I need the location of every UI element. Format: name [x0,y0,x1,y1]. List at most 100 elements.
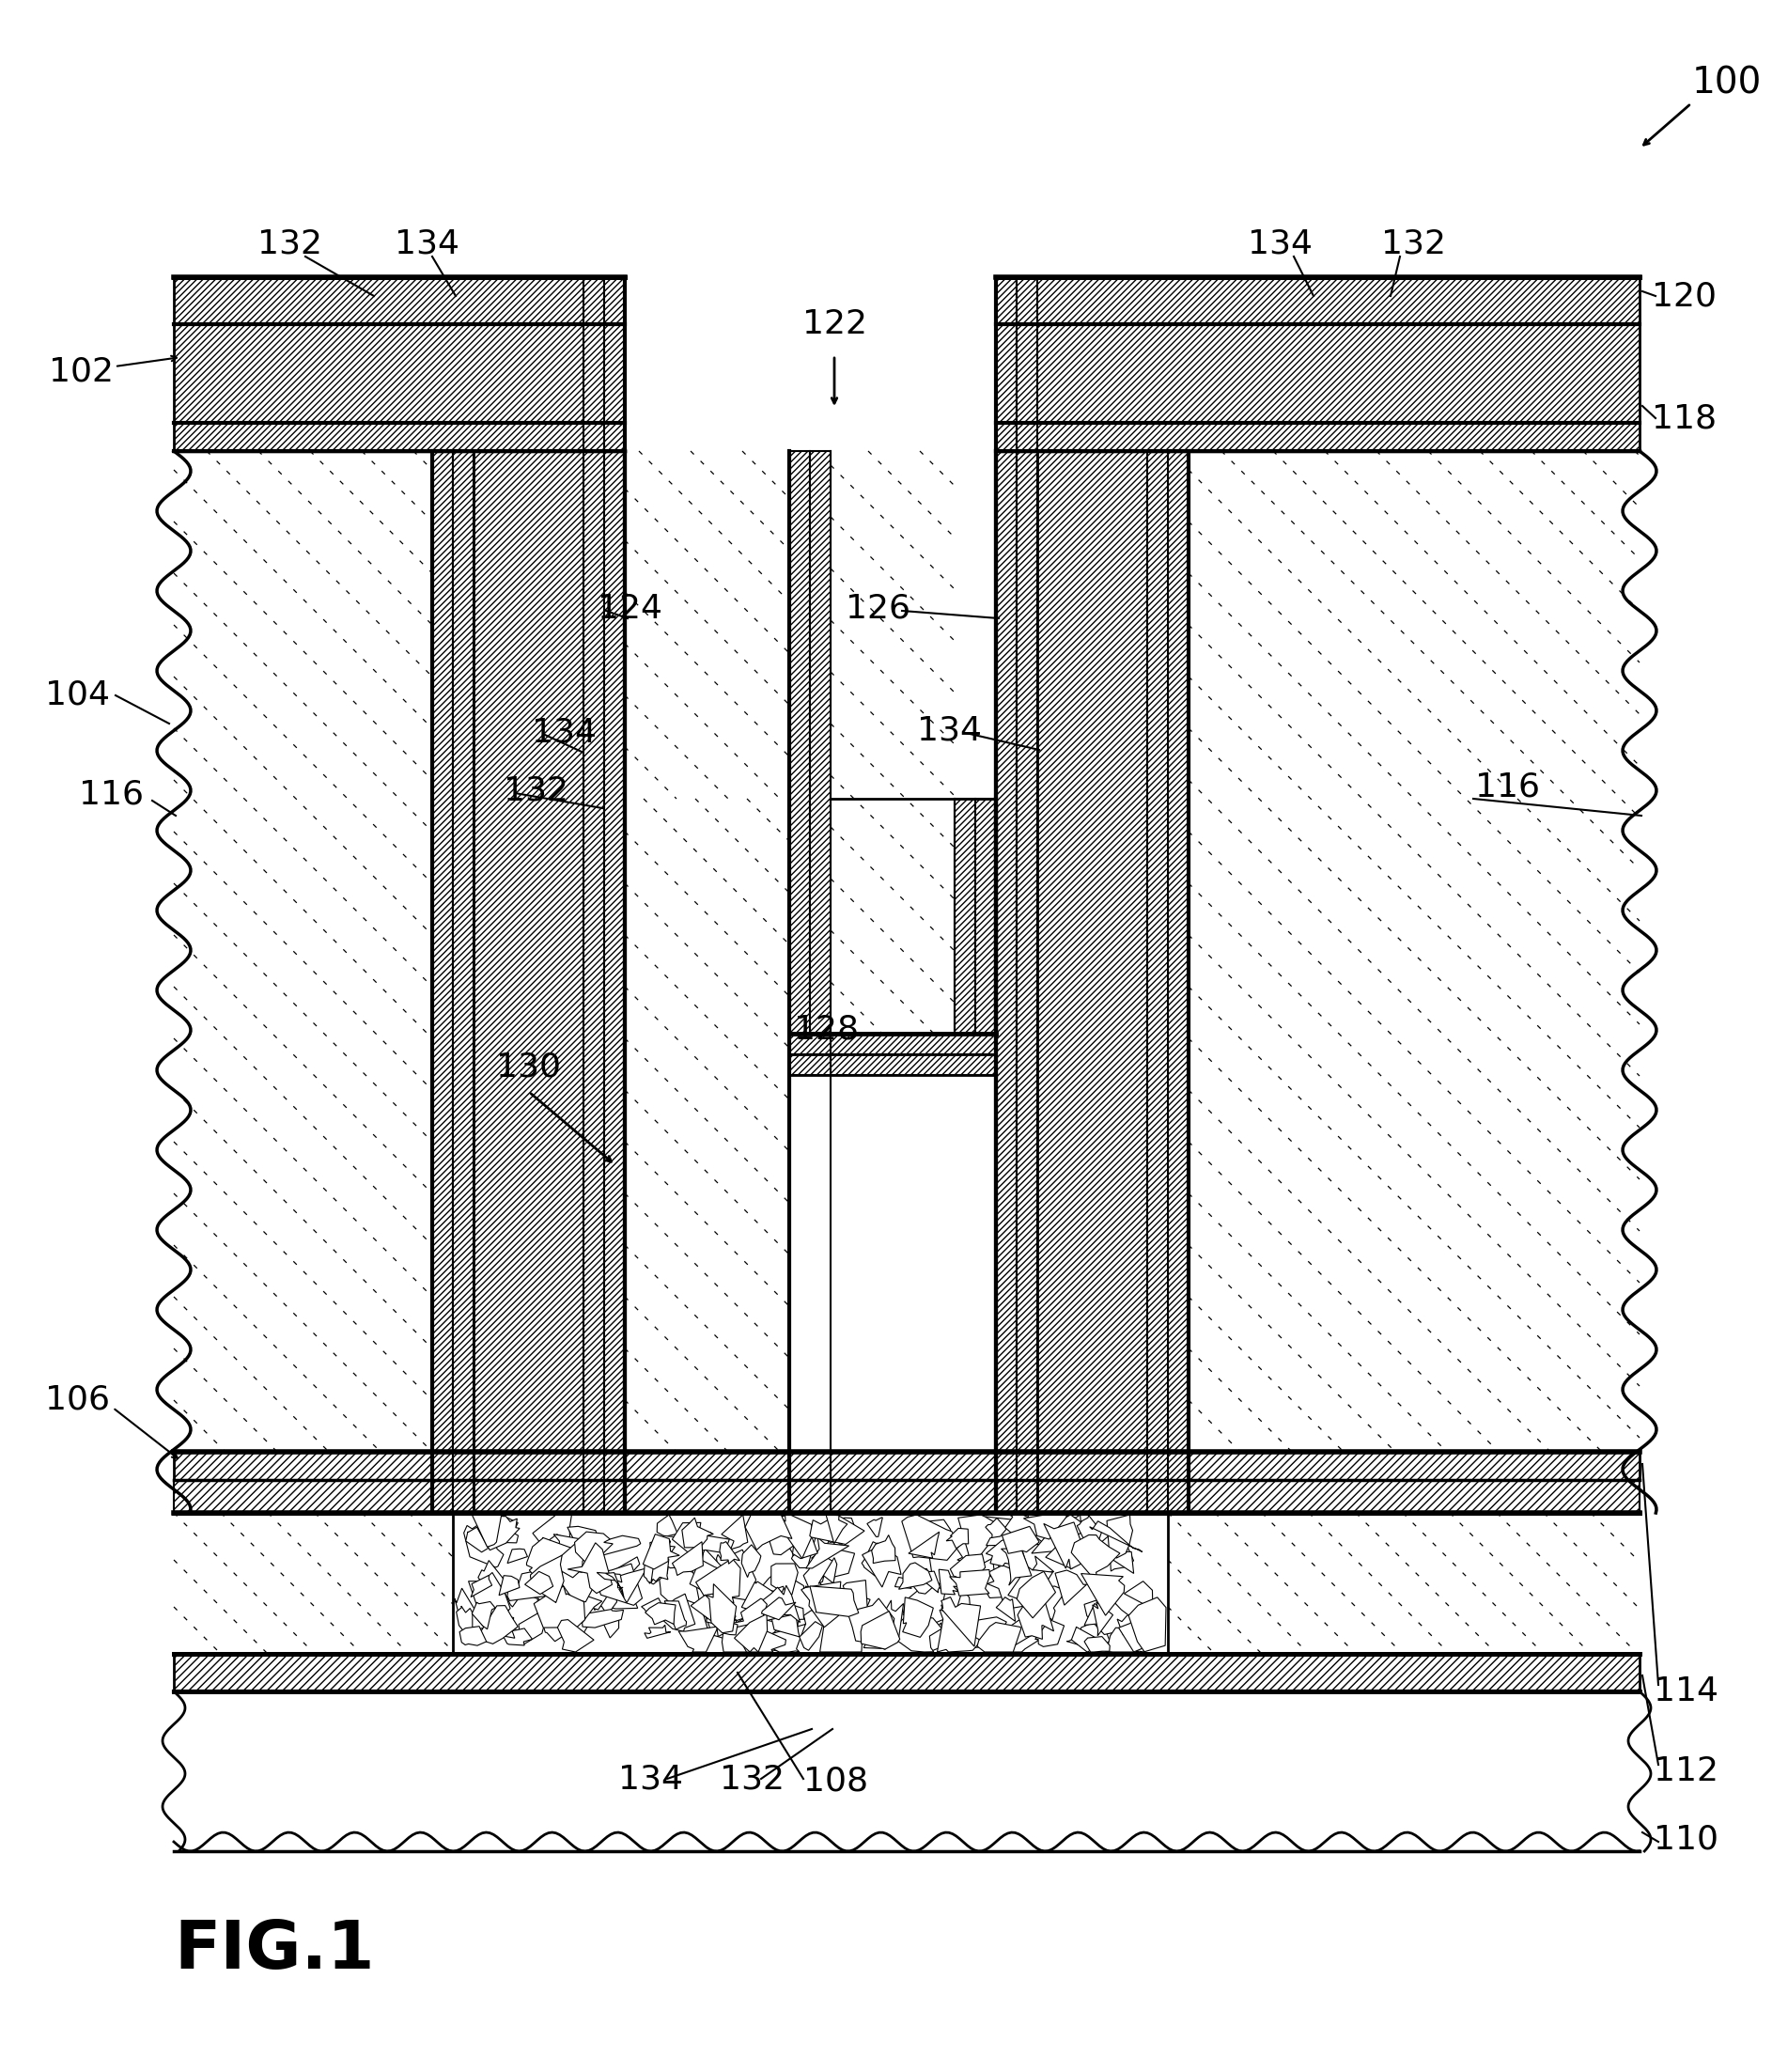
Polygon shape [774,1573,817,1627]
Polygon shape [488,1515,519,1544]
Polygon shape [656,1515,678,1537]
Polygon shape [645,1604,676,1624]
Text: 110: 110 [1654,1823,1718,1857]
Bar [996,278,1640,323]
Bar [831,1075,955,1513]
Polygon shape [998,1620,1037,1651]
Bar [173,1691,1640,1850]
Polygon shape [542,1608,581,1641]
Bar [452,1513,1168,1653]
Bar [173,278,624,323]
Polygon shape [595,1564,642,1606]
Polygon shape [1067,1622,1110,1651]
Polygon shape [771,1564,797,1595]
Polygon shape [456,1606,472,1639]
Polygon shape [468,1573,510,1633]
Polygon shape [560,1566,597,1602]
Polygon shape [554,1533,586,1571]
Polygon shape [1017,1571,1055,1618]
Text: 118: 118 [1652,402,1716,435]
Polygon shape [477,1606,519,1643]
Bar [1017,278,1037,1513]
Polygon shape [747,1595,796,1641]
Polygon shape [1055,1571,1087,1606]
Polygon shape [554,1544,588,1577]
Bar [173,423,624,452]
Polygon shape [561,1591,603,1622]
Text: 132: 132 [502,775,569,808]
Text: 100: 100 [1691,64,1761,102]
Polygon shape [910,1519,955,1550]
Polygon shape [978,1622,1021,1651]
Polygon shape [737,1616,780,1651]
Polygon shape [810,1515,864,1544]
Polygon shape [985,1533,1026,1566]
Polygon shape [760,1573,789,1593]
Polygon shape [1125,1581,1153,1606]
Polygon shape [1107,1629,1144,1651]
Polygon shape [799,1587,828,1616]
Polygon shape [1101,1527,1118,1554]
Polygon shape [560,1618,592,1651]
Polygon shape [1071,1535,1119,1585]
Polygon shape [1044,1523,1087,1569]
Bar [789,452,810,1034]
Text: 108: 108 [805,1765,869,1796]
Polygon shape [801,1581,840,1627]
Polygon shape [535,1587,585,1629]
Polygon shape [581,1610,624,1629]
Polygon shape [601,1535,640,1556]
Polygon shape [1005,1515,1039,1546]
Polygon shape [644,1562,669,1585]
Polygon shape [780,1531,805,1556]
Bar [810,452,831,1034]
Polygon shape [821,1610,864,1651]
Polygon shape [826,1517,855,1546]
Polygon shape [597,1573,622,1583]
Polygon shape [696,1558,740,1604]
Polygon shape [903,1581,951,1624]
Polygon shape [742,1581,774,1616]
Polygon shape [767,1598,805,1637]
Text: 112: 112 [1654,1755,1718,1788]
Polygon shape [903,1598,933,1637]
Polygon shape [567,1527,597,1548]
Text: 104: 104 [45,680,111,711]
Polygon shape [957,1629,980,1649]
Polygon shape [606,1556,640,1585]
Polygon shape [662,1535,703,1569]
Polygon shape [527,1537,581,1587]
Polygon shape [690,1593,730,1627]
Text: 116: 116 [1475,771,1541,804]
Polygon shape [799,1622,822,1651]
Polygon shape [1084,1595,1128,1635]
Polygon shape [1001,1527,1039,1554]
Bar [1148,452,1168,1513]
Polygon shape [978,1539,1003,1579]
Polygon shape [1118,1614,1146,1637]
Polygon shape [792,1527,815,1569]
Bar [583,278,604,1513]
Polygon shape [738,1624,787,1651]
Polygon shape [996,1598,1016,1620]
Polygon shape [826,1515,848,1544]
Polygon shape [1092,1602,1112,1635]
Polygon shape [665,1602,687,1629]
Polygon shape [822,1610,860,1647]
Polygon shape [810,1585,858,1616]
Polygon shape [1053,1515,1085,1544]
Bar [974,798,996,1034]
Polygon shape [678,1627,719,1651]
Polygon shape [712,1618,738,1637]
Polygon shape [463,1519,504,1566]
Bar [789,1034,996,1055]
Polygon shape [1107,1515,1132,1558]
Bar [173,1452,1640,1479]
Polygon shape [1032,1525,1076,1554]
Polygon shape [1071,1627,1109,1651]
Bar [433,452,452,1513]
Polygon shape [533,1515,572,1550]
Polygon shape [502,1629,533,1645]
Polygon shape [1017,1583,1053,1639]
Polygon shape [821,1583,840,1604]
